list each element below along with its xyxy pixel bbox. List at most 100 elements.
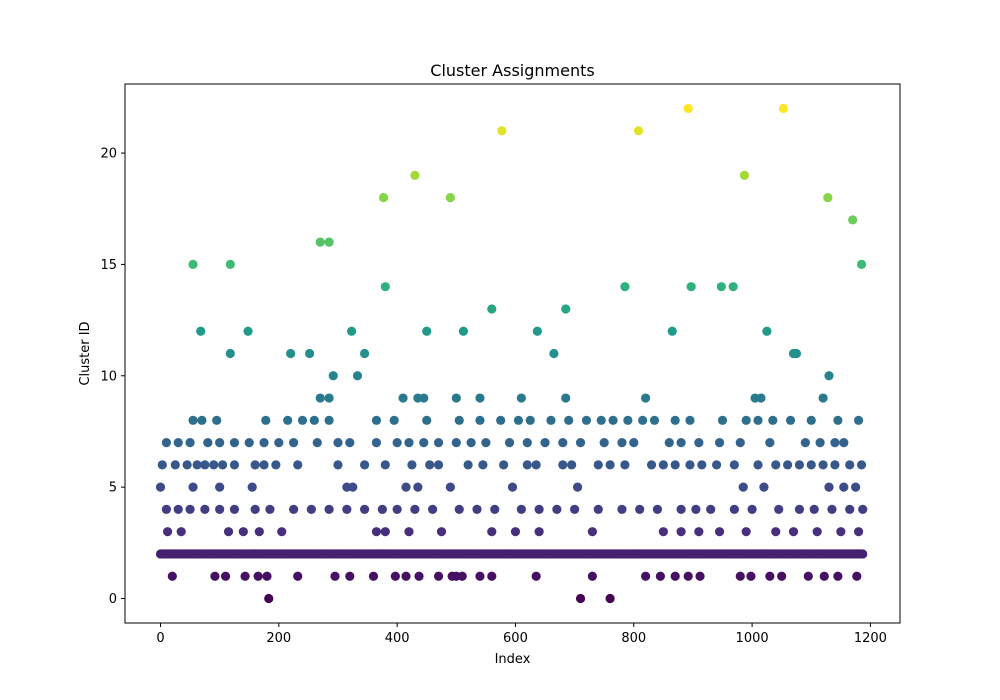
data-point [392,504,402,515]
data-point [348,482,358,492]
data-point [620,282,630,292]
data-point [646,460,657,470]
data-point [858,549,868,559]
data-point [531,571,541,581]
data-point [419,437,429,448]
data-point [728,282,738,292]
data-point [552,504,562,515]
data-point [593,504,603,515]
data-point [324,504,334,515]
data-point [170,460,180,470]
data-point [623,415,633,425]
data-point [575,593,586,604]
data-point [428,504,438,515]
data-point [833,571,843,581]
data-point [670,460,680,470]
data-point [380,460,390,470]
data-point [741,527,751,537]
data-point [778,103,789,114]
data-point [215,482,225,492]
data-point [229,504,240,515]
points-layer [155,103,868,604]
data-point [667,326,677,336]
data-point [522,460,532,470]
data-point [293,571,303,581]
data-point [274,437,284,448]
y-axis-label: Cluster ID [78,321,93,385]
x-axis: 0 200 400 600 800 1000 1200 [156,623,887,646]
data-point [380,527,390,537]
data-point [496,415,506,425]
data-point [729,504,739,515]
data-point [173,437,183,448]
data-point [481,437,491,448]
data-point [596,415,606,425]
data-point [806,460,816,470]
data-point [210,571,220,581]
data-point [244,437,254,448]
data-point [839,482,849,492]
data-point [466,437,476,448]
data-point [289,437,299,448]
data-point [368,571,379,581]
data-point [457,571,467,581]
data-point [516,504,526,515]
data-point [765,571,775,581]
data-point [328,371,338,381]
data-point [215,504,225,515]
x-axis-label: Index [495,652,531,667]
data-point [676,504,686,515]
data-point [629,437,639,448]
data-point [655,571,666,581]
data-point [716,282,726,292]
data-point [203,437,213,448]
data-point [277,527,287,537]
data-point [309,415,319,425]
data-point [283,415,293,425]
data-point [225,259,235,270]
data-point [315,237,325,247]
data-point [451,437,461,448]
data-point [695,571,705,581]
data-point [534,527,544,537]
data-point [549,348,559,359]
data-point [293,460,303,470]
data-point [188,415,198,425]
data-point [163,527,173,537]
data-point [852,571,862,581]
data-point [830,460,840,470]
data-point [487,571,497,581]
data-point [714,437,725,448]
data-point [777,571,787,581]
data-point [173,504,183,515]
data-point [532,326,542,336]
data-point [200,504,210,515]
data-point [360,460,370,470]
data-point [254,527,264,537]
data-point [572,482,583,492]
data-point [756,393,766,403]
data-point [458,326,468,336]
data-point [617,504,627,515]
data-point [264,593,274,604]
data-point [824,482,834,492]
data-point [451,393,461,403]
data-point [433,437,444,448]
data-point [410,504,420,515]
data-point [192,460,202,470]
data-point [670,415,680,425]
data-point [380,282,390,292]
data-point [392,437,402,448]
data-point [463,460,473,470]
data-point [783,460,793,470]
data-point [346,326,357,336]
data-point [261,415,271,425]
data-point [312,437,322,448]
data-point [658,527,668,537]
data-point [176,527,186,537]
data-point [771,460,781,470]
data-point [182,460,192,470]
data-point [188,259,198,270]
data-point [753,460,763,470]
